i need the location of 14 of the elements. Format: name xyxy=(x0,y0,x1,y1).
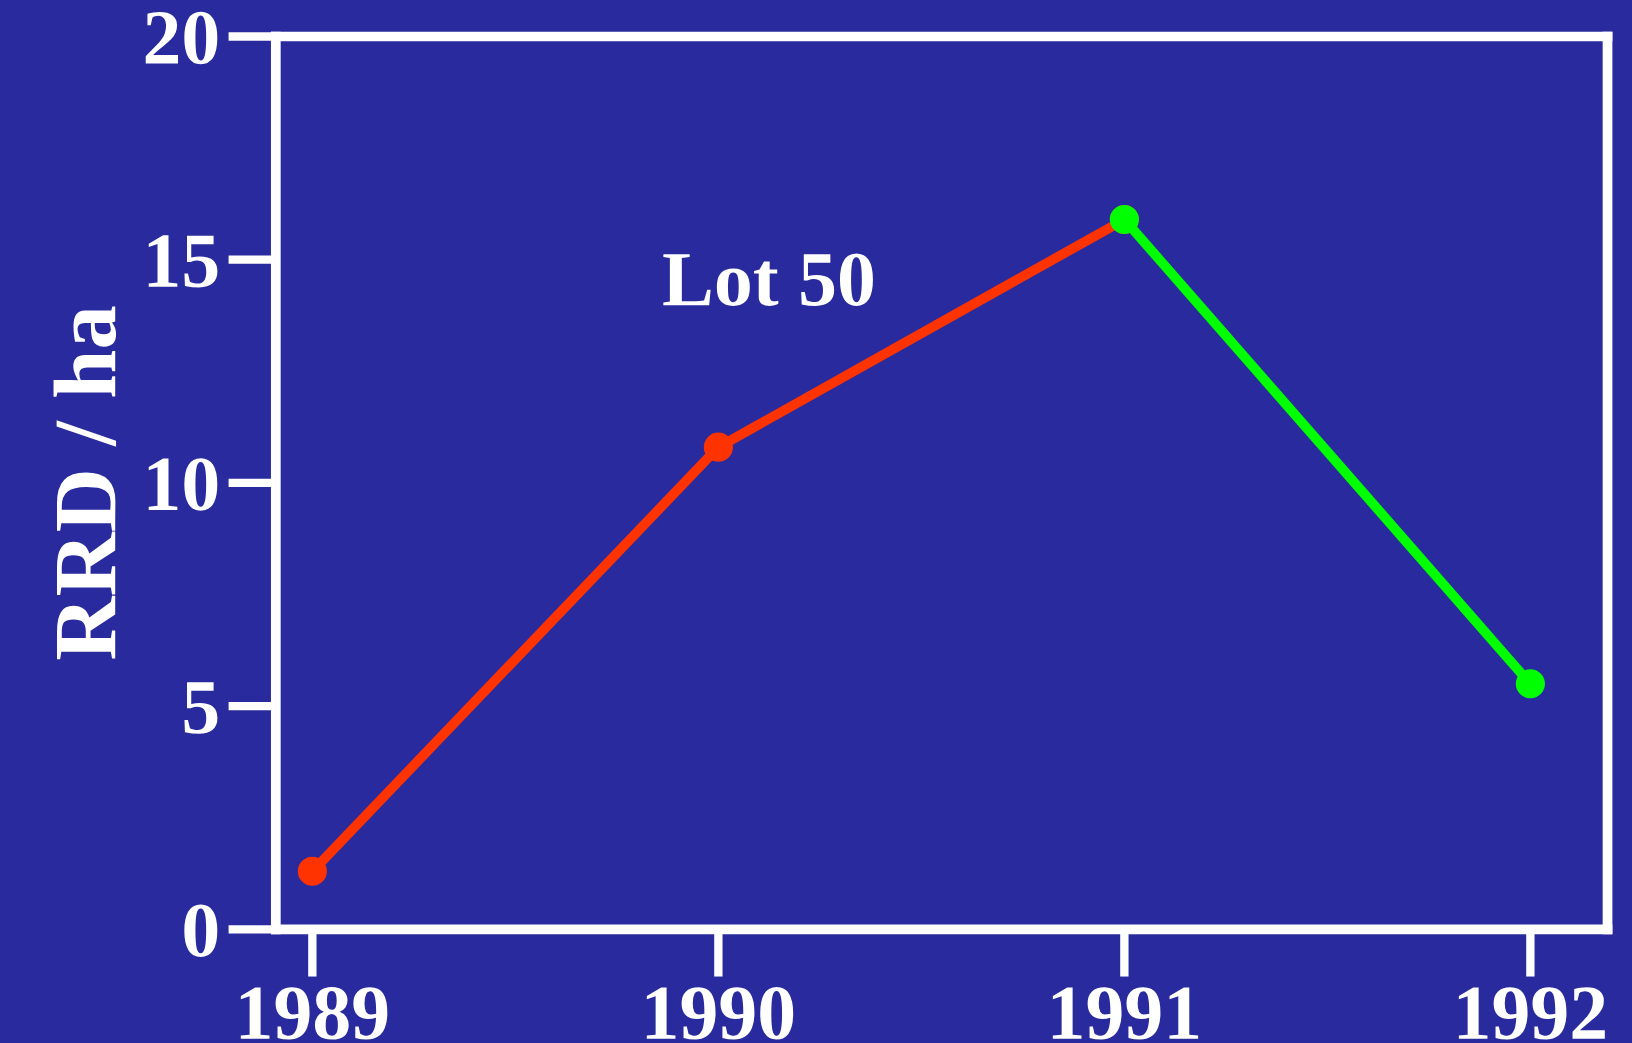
point xyxy=(1515,669,1545,699)
y-tick-label: 15 xyxy=(148,235,218,288)
x-tick-label: 1990 xyxy=(646,987,794,1040)
y-tick-label: 0 xyxy=(184,904,218,958)
point xyxy=(297,856,327,886)
point xyxy=(703,432,733,462)
x-tick-label: 1991 xyxy=(1052,987,1199,1040)
y-tick-label: 10 xyxy=(148,458,218,511)
y-tick-label: 5 xyxy=(184,682,218,734)
y-axis-title: RRD / ha xyxy=(53,306,117,660)
x-tick-label: 1989 xyxy=(240,987,388,1040)
y-tick-label: 20 xyxy=(145,11,218,65)
x-tick-label: 1992 xyxy=(1458,987,1605,1040)
annotation: Lot 50 xyxy=(663,253,873,306)
